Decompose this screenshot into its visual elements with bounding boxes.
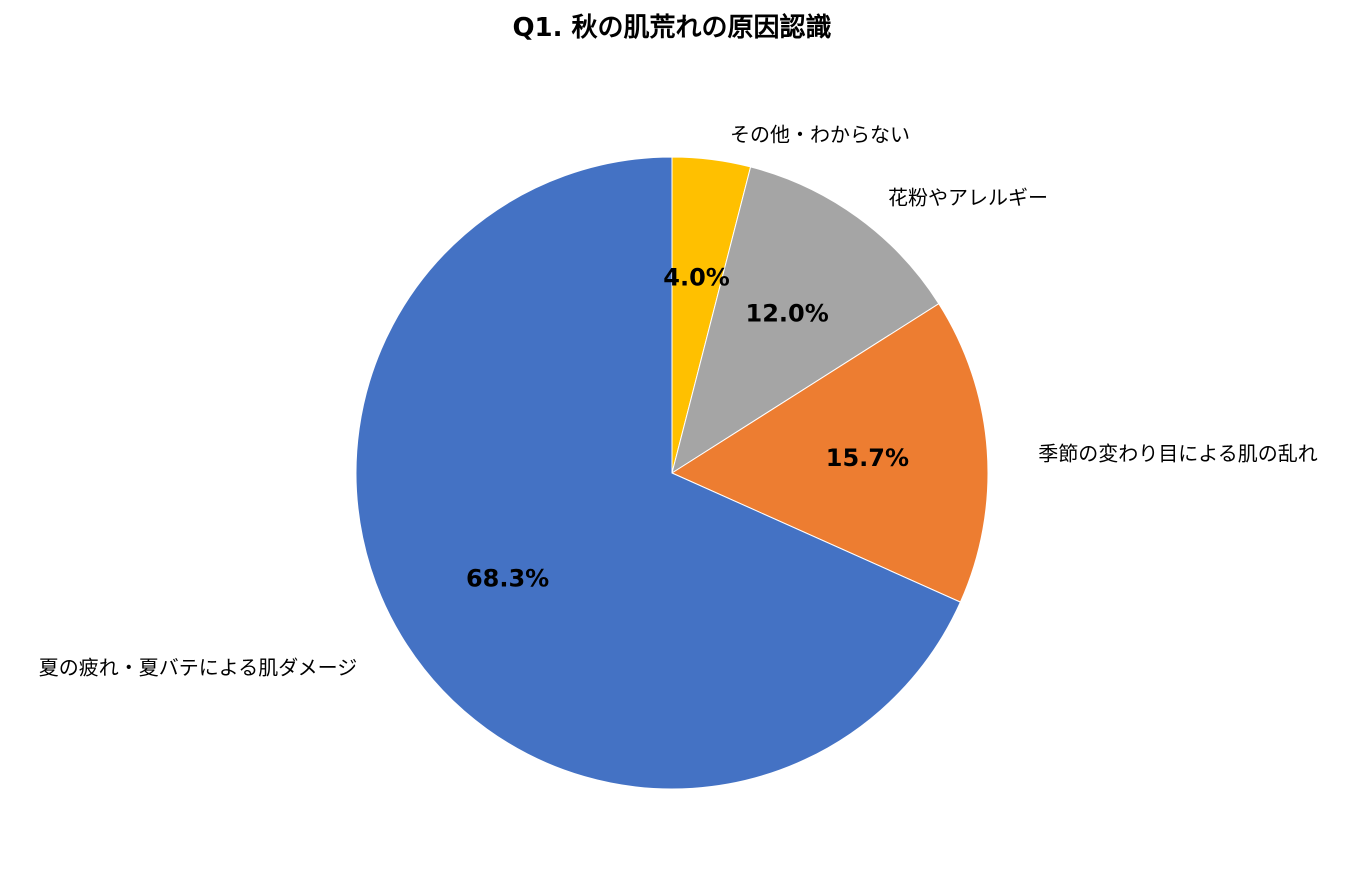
percent-label-1: 4.0% (663, 264, 730, 292)
category-label-4: 夏の疲れ・夏バテによる肌ダメージ (39, 656, 357, 680)
pie-slices (355, 156, 989, 790)
percent-label-3: 15.7% (826, 444, 909, 472)
category-label-1: その他・わからない (730, 123, 910, 147)
chart-title: Q1. 秋の肌荒れの原因認識 (512, 12, 831, 43)
slice-4 (355, 156, 962, 790)
percent-labels: 4.0% 12.0% 15.7% 68.3% (466, 264, 909, 593)
percent-label-4: 68.3% (466, 565, 549, 593)
category-label-2: 花粉やアレルギー (888, 186, 1048, 210)
percent-label-2: 12.0% (746, 299, 829, 327)
category-label-3: 季節の変わり目による肌の乱れ (1038, 442, 1317, 466)
slice-2 (671, 166, 940, 475)
slice-3 (670, 302, 989, 603)
category-labels: その他・わからない花粉やアレルギー季節の変わり目による肌の乱れ夏の疲れ・夏バテに… (39, 123, 1318, 680)
